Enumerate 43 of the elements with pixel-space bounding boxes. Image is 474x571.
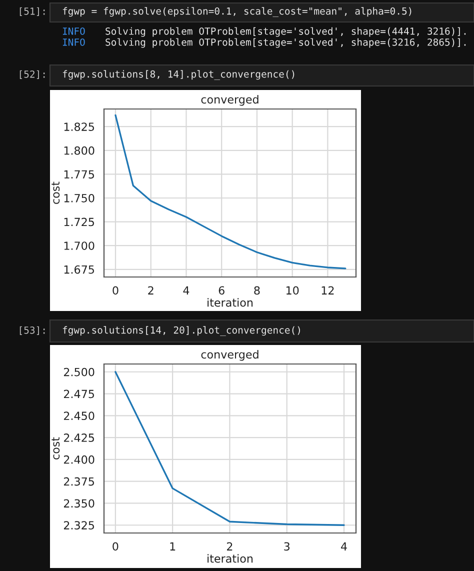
- x-tick-label: 0: [112, 542, 118, 551]
- text: fgwp.solutions[8, 14].plot_convergence(): [62, 70, 294, 80]
- x-tick-label: 12: [322, 286, 334, 294]
- y-axis-title: cost: [52, 437, 60, 460]
- x-tick-label: 2: [226, 542, 232, 550]
- chart-title: converged: [201, 350, 258, 361]
- y-tick-label: 2.350: [64, 499, 94, 508]
- y-tick-label: 1.800: [64, 146, 94, 155]
- y-tick-label: 1.700: [64, 242, 94, 250]
- x-tick-label: 2: [148, 286, 154, 294]
- text: [52]:: [20, 70, 45, 79]
- y-tick-label: 1.775: [64, 170, 94, 179]
- x-tick-label: 10: [286, 286, 299, 295]
- y-tick-label: 2.450: [64, 412, 94, 420]
- text: [53]:: [20, 326, 45, 335]
- x-axis-title: iteration: [208, 554, 253, 563]
- text: Solving problem OTProblem[stage='solved', shape=(4441, 3216)].: [106, 27, 466, 37]
- x-tick-label: 0: [112, 286, 118, 295]
- y-tick-label: 2.400: [64, 455, 94, 464]
- text: [51]:: [20, 7, 45, 16]
- x-tick-label: 6: [218, 286, 224, 295]
- text: INFO: [62, 38, 85, 46]
- text: fgwp.solutions[14, 20].plot_convergence(): [62, 326, 300, 336]
- text: fgwp = fgwp.solve(epsilon=0.1, scale_cost="mean", alpha=0.5): [62, 7, 412, 17]
- y-tick-label: 1.725: [64, 218, 94, 226]
- x-tick-label: 4: [341, 542, 347, 550]
- x-tick-label: 4: [183, 286, 190, 294]
- y-tick-label: 2.425: [64, 434, 94, 442]
- y-tick-label: 2.475: [64, 390, 94, 398]
- x-tick-label: 8: [254, 286, 260, 295]
- text: Solving problem OTProblem[stage='solved', shape=(3216, 2865)].: [106, 38, 466, 48]
- y-tick-label: 1.750: [64, 194, 94, 202]
- y-tick-label: 2.375: [64, 477, 94, 486]
- y-tick-label: 1.675: [64, 265, 94, 274]
- x-axis-title: iteration: [208, 298, 253, 307]
- y-tick-label: 2.325: [64, 521, 94, 530]
- y-tick-label: 2.500: [64, 368, 94, 376]
- text: INFO: [62, 27, 85, 35]
- y-axis-title: cost: [52, 182, 60, 204]
- x-tick-label: 1: [170, 542, 176, 550]
- y-tick-label: 1.825: [64, 122, 94, 131]
- x-tick-label: 3: [284, 542, 290, 551]
- chart-title: converged: [201, 95, 258, 106]
